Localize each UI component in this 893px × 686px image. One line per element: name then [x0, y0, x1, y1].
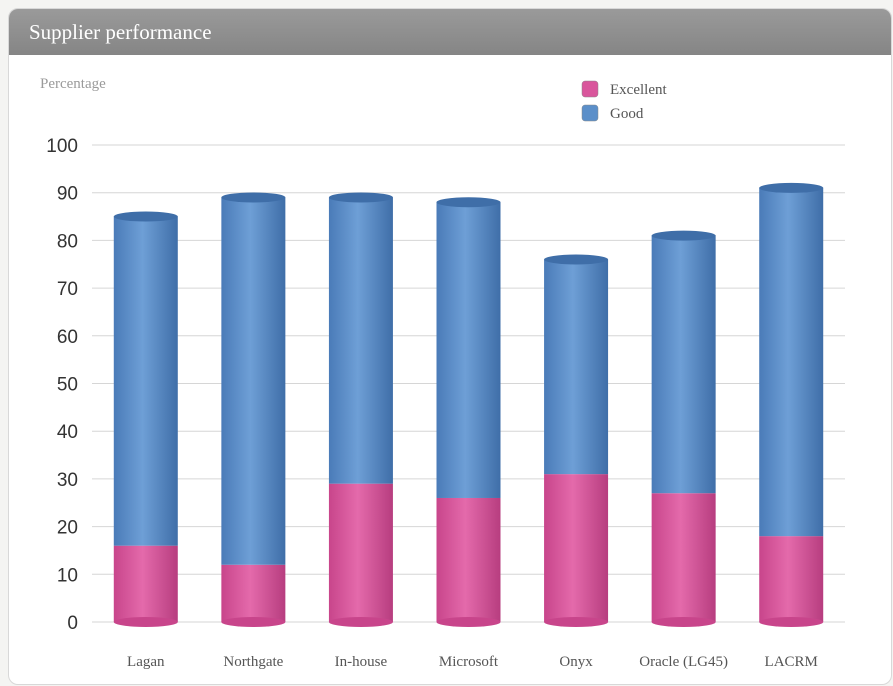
- bar-excellent-0: [113, 545, 178, 622]
- bar-good-2: [328, 197, 393, 484]
- x-tick-label: LACRM: [765, 654, 818, 670]
- bar-good-4: [544, 259, 609, 475]
- bar-good-5: [651, 235, 716, 494]
- bar-top-cap: [759, 182, 824, 193]
- bar-good-6: [759, 187, 824, 537]
- bar-excellent-3: [436, 497, 501, 622]
- bar-top-cap: [651, 230, 716, 241]
- bar-top-cap: [328, 192, 393, 203]
- x-tick-label: Oracle (LG45): [639, 654, 728, 670]
- bar-excellent-2: [328, 483, 393, 622]
- bar-excellent-6: [759, 536, 824, 622]
- x-tick-label: Onyx: [559, 654, 593, 670]
- y-tick-label: 10: [57, 565, 78, 586]
- legend: Excellent Good: [581, 80, 667, 122]
- bar-base-cap: [651, 617, 716, 627]
- bars: [113, 182, 824, 627]
- y-tick-label: 30: [57, 470, 78, 491]
- y-tick-label: 70: [57, 279, 78, 300]
- y-tick-label: 40: [57, 422, 78, 443]
- legend-label-good: Good: [610, 106, 644, 122]
- y-tick-label: 90: [57, 184, 78, 205]
- x-tick-label: Microsoft: [439, 654, 499, 670]
- x-tick-label: Lagan: [127, 654, 165, 670]
- x-tick-labels: Lagan Northgate In-house Microsoft Onyx Oracl…: [127, 654, 818, 670]
- bar-base-cap: [221, 617, 286, 627]
- y-axis-label: Percentage: [40, 76, 106, 92]
- bar-good-0: [113, 216, 178, 546]
- y-tick-label: 50: [57, 375, 78, 396]
- y-tick-label: 100: [46, 136, 78, 157]
- bar-good-1: [221, 197, 286, 565]
- y-tick-label: 60: [57, 327, 78, 348]
- legend-label-excellent: Excellent: [610, 82, 667, 98]
- bar-base-cap: [113, 617, 178, 627]
- bar-top-cap: [113, 211, 178, 222]
- bar-excellent-5: [651, 493, 716, 622]
- bar-base-cap: [436, 617, 501, 627]
- y-tick-labels: 0 10 20 30 40 50 60 70 80 90 100: [46, 136, 78, 634]
- legend-swatch-good: [581, 104, 599, 122]
- bar-base-cap: [544, 617, 609, 627]
- bar-excellent-4: [544, 474, 609, 622]
- legend-swatch-excellent: [581, 80, 599, 98]
- bar-base-cap: [759, 617, 824, 627]
- y-tick-label: 20: [57, 518, 78, 539]
- bar-top-cap: [221, 192, 286, 203]
- chart-header: Supplier performance: [9, 9, 891, 55]
- bar-base-cap: [328, 617, 393, 627]
- bar-top-cap: [436, 197, 501, 208]
- bar-good-3: [436, 202, 501, 498]
- bar-top-cap: [544, 254, 609, 265]
- bar-excellent-1: [221, 564, 286, 622]
- y-tick-label: 80: [57, 231, 78, 252]
- x-tick-label: Northgate: [223, 654, 283, 670]
- x-tick-label: In-house: [335, 654, 388, 670]
- y-tick-label: 0: [67, 613, 78, 634]
